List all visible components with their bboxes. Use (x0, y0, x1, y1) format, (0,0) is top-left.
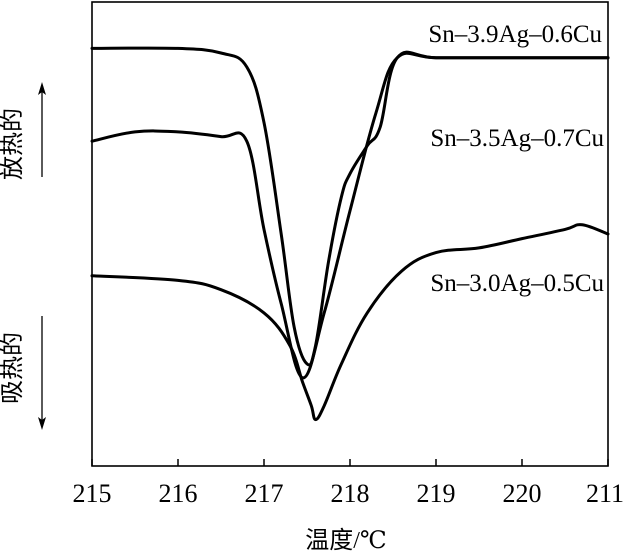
series-label: Sn–3.0Ag–0.5Cu (430, 270, 604, 297)
series-line-2 (90, 51, 610, 380)
series-line-3 (90, 223, 610, 422)
endothermic-indicator: 吸热的 (0, 316, 46, 430)
series-group (90, 46, 610, 422)
endo-label: 吸热的 (0, 332, 26, 404)
x-tick-label: 215 (73, 479, 112, 508)
x-tick-label: 217 (245, 479, 284, 508)
exothermic-indicator: 放热的 (0, 82, 46, 180)
exo-label: 放热的 (0, 108, 26, 180)
x-axis-tick-labels: 215 216 217 218 219 220 211 (73, 479, 625, 508)
series-label: Sn–3.9Ag–0.6Cu (428, 21, 602, 48)
endo-arrow-head (38, 417, 46, 430)
x-tick-label: 211 (586, 479, 624, 508)
x-tick-label: 216 (159, 479, 198, 508)
plot-frame (91, 1, 609, 467)
x-axis-ticks (91, 459, 609, 466)
x-axis-title: 温度/℃ (305, 527, 387, 554)
series-label: Sn–3.5Ag–0.7Cu (430, 125, 604, 152)
x-tick-label: 219 (417, 479, 456, 508)
x-tick-label: 220 (503, 479, 542, 508)
exo-arrow-head (38, 82, 46, 95)
x-tick-label: 218 (331, 479, 370, 508)
